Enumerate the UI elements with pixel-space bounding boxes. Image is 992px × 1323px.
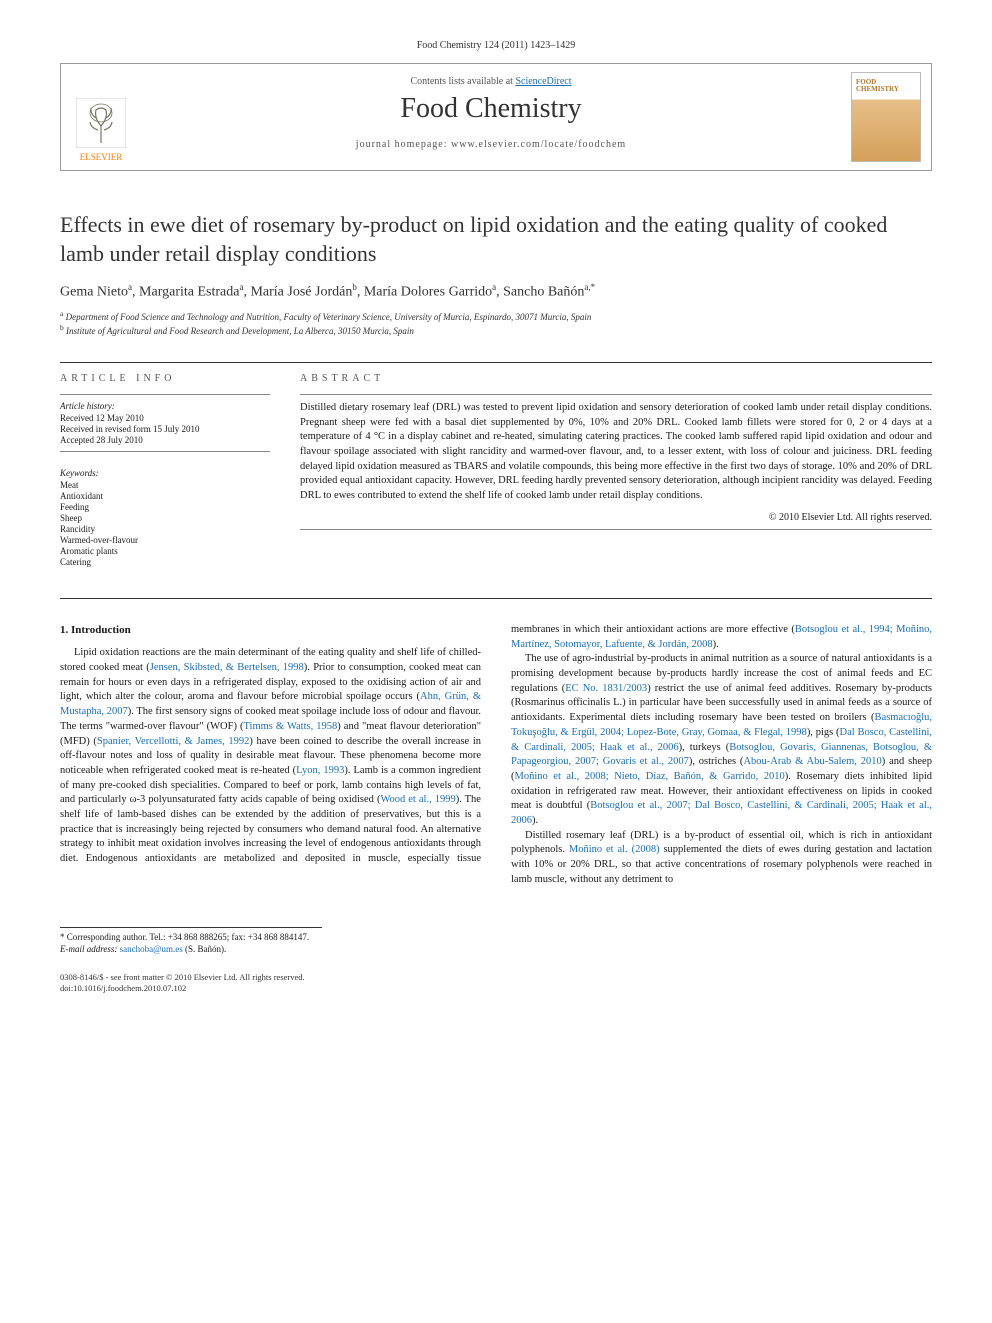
ref-lyon-1993[interactable]: Lyon, 1993	[296, 765, 344, 776]
abstract-copyright: © 2010 Elsevier Ltd. All rights reserved…	[300, 512, 932, 523]
email-label: E-mail address:	[60, 944, 117, 954]
ref-ec-1831[interactable]: EC No. 1831/2003	[565, 683, 647, 694]
abstract-col: ABSTRACT Distilled dietary rosemary leaf…	[300, 373, 932, 568]
keyword: Feeding	[60, 502, 270, 512]
contents-line: Contents lists available at ScienceDirec…	[153, 76, 829, 87]
email-paren: (S. Bañón).	[185, 944, 226, 954]
email-link[interactable]: sanchoba@um.es	[120, 944, 183, 954]
footnote-divider	[60, 927, 322, 928]
journal-name: Food Chemistry	[153, 93, 829, 125]
keyword: Sheep	[60, 513, 270, 523]
keyword: Antioxidant	[60, 491, 270, 501]
abstract-text: Distilled dietary rosemary leaf (DRL) wa…	[300, 401, 932, 504]
article-info-heading: ARTICLE INFO	[60, 373, 270, 384]
history-label: Article history:	[60, 401, 270, 411]
keyword: Warmed-over-flavour	[60, 535, 270, 545]
affiliation: b Institute of Agricultural and Food Res…	[60, 323, 932, 338]
para-2: The use of agro-industrial by-products i…	[511, 652, 932, 828]
ref-wood-1999[interactable]: Wood et al., 1999	[380, 794, 455, 805]
header-citation: Food Chemistry 124 (2011) 1423–1429	[60, 40, 932, 51]
journal-cover-thumb[interactable]: FOOD CHEMISTRY	[841, 64, 931, 170]
abstract-heading: ABSTRACT	[300, 373, 932, 384]
p2-m3: ), turkeys (	[679, 742, 730, 753]
footnotes: * Corresponding author. Tel.: +34 868 88…	[60, 932, 932, 955]
corresponding-author: * Corresponding author. Tel.: +34 868 88…	[60, 932, 932, 944]
keyword: Catering	[60, 557, 270, 567]
contents-pre: Contents lists available at	[410, 76, 515, 87]
ref-monino-2008b[interactable]: Moñino et al. (2008)	[569, 844, 660, 855]
footer-doi: doi:10.1016/j.foodchem.2010.07.102	[60, 983, 932, 994]
affiliations: a Department of Food Science and Technol…	[60, 309, 932, 338]
ref-jensen-1998[interactable]: Jensen, Skibsted, & Bertelsen, 1998	[150, 662, 304, 673]
article-info-col: ARTICLE INFO Article history: Received 1…	[60, 373, 270, 568]
history-accepted: Accepted 28 July 2010	[60, 435, 270, 445]
authors: Gema Nietoa, Margarita Estradaa, María J…	[60, 282, 932, 301]
keyword: Aromatic plants	[60, 546, 270, 556]
header-center: Contents lists available at ScienceDirec…	[141, 64, 841, 170]
ref-monino-2008[interactable]: Moñino et al., 2008; Nieto, Díaz, Bañón,…	[515, 771, 785, 782]
sciencedirect-link[interactable]: ScienceDirect	[515, 76, 571, 87]
keywords-label: Keywords:	[60, 468, 270, 478]
p2-post: ).	[532, 815, 538, 826]
ref-timms-1958[interactable]: Timms & Watts, 1958	[244, 721, 338, 732]
affiliation: a Department of Food Science and Technol…	[60, 309, 932, 324]
ref-abouarab-2010[interactable]: Abou-Arab & Abu-Salem, 2010	[743, 756, 881, 767]
section-1-title: 1. Introduction	[60, 623, 481, 638]
rule-top	[60, 362, 932, 363]
publisher-logo[interactable]: ELSEVIER	[61, 64, 141, 170]
publisher-name: ELSEVIER	[80, 152, 123, 162]
cover-title: FOOD CHEMISTRY	[856, 79, 916, 93]
ref-spanier-1992[interactable]: Spanier, Vercellotti, & James, 1992	[97, 736, 249, 747]
article-title: Effects in ewe diet of rosemary by-produ…	[60, 211, 932, 268]
keyword: Rancidity	[60, 524, 270, 534]
elsevier-tree-icon	[76, 98, 126, 148]
p2-m2: ), pigs (	[807, 727, 840, 738]
footer-front-matter: 0308-8146/$ - see front matter © 2010 El…	[60, 972, 932, 983]
para-3: Distilled rosemary leaf (DRL) is a by-pr…	[511, 829, 932, 888]
keyword: Meat	[60, 480, 270, 490]
journal-homepage[interactable]: journal homepage: www.elsevier.com/locat…	[153, 139, 829, 150]
history-revised: Received in revised form 15 July 2010	[60, 424, 270, 434]
body-columns: 1. Introduction Lipid oxidation reaction…	[60, 623, 932, 887]
rule-bottom	[60, 598, 932, 599]
p2-m4: ), ostriches (	[689, 756, 744, 767]
p1-c2post: ).	[713, 639, 719, 650]
footer: 0308-8146/$ - see front matter © 2010 El…	[60, 972, 932, 994]
history-received: Received 12 May 2010	[60, 413, 270, 423]
header-box: ELSEVIER Contents lists available at Sci…	[60, 63, 932, 171]
